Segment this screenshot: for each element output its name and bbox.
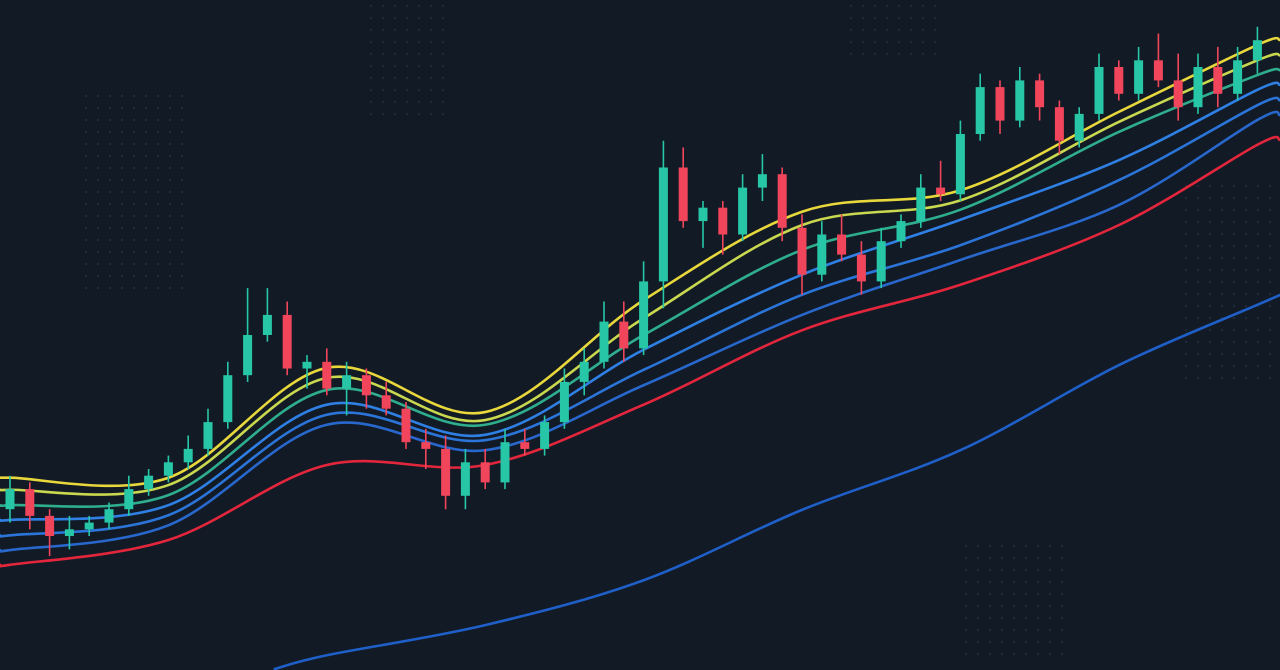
dot-pattern: [1180, 180, 1280, 380]
candle-up: [262, 314, 272, 335]
moving-average-line-5: [0, 96, 1280, 538]
candle-up: [1074, 113, 1084, 141]
candle-down: [1173, 80, 1183, 108]
moving-average-line-6: [0, 110, 1280, 553]
candle-up: [64, 529, 74, 536]
candle-down: [441, 448, 451, 496]
moving-average-line-8: [273, 293, 1280, 670]
candle-up: [342, 375, 352, 389]
candle-down: [678, 167, 688, 222]
candle-up: [1015, 80, 1025, 121]
candle-up: [916, 187, 926, 222]
candle-down: [45, 515, 55, 536]
candle-up: [144, 475, 154, 490]
dot-pattern: [80, 90, 190, 290]
candle-down: [718, 207, 728, 235]
candle-down: [381, 395, 391, 409]
candle-up: [757, 174, 767, 188]
candle-up: [460, 462, 470, 496]
candle-up: [559, 381, 569, 423]
candle-down: [619, 321, 629, 349]
dot-pattern: [960, 540, 1070, 660]
candle-down: [856, 254, 866, 282]
candle-down: [936, 187, 946, 195]
candle-down: [1213, 67, 1223, 94]
candle-down: [401, 408, 411, 443]
candle-up: [1233, 60, 1243, 94]
candle-down: [837, 234, 847, 255]
candle-down: [25, 489, 35, 516]
candle-up: [955, 134, 965, 195]
candle-up: [1193, 67, 1203, 108]
candle-up: [243, 335, 253, 376]
candle-up: [500, 442, 510, 483]
candle-down: [777, 174, 787, 228]
candle-up: [203, 422, 213, 449]
candle-up: [876, 241, 886, 282]
candle-up: [223, 375, 233, 423]
candle-up: [163, 462, 173, 476]
moving-average-line-1: [0, 36, 1280, 488]
candle-down: [480, 462, 490, 483]
candle-down: [322, 361, 332, 389]
candle-up: [698, 207, 708, 222]
candle-up: [183, 448, 193, 463]
candle-up: [104, 509, 114, 523]
candle-up: [1252, 40, 1262, 61]
candle-up: [1094, 67, 1104, 114]
dot-pattern: [365, 0, 445, 120]
candle-down: [282, 314, 292, 369]
candle-down: [361, 375, 371, 396]
candle-up: [302, 361, 312, 369]
candle-down: [1054, 107, 1064, 141]
dot-pattern: [845, 0, 945, 60]
candle-up: [639, 281, 649, 349]
candle-up: [1134, 60, 1144, 94]
candle-down: [1153, 60, 1163, 81]
candle-up: [817, 234, 827, 275]
candle-down: [421, 442, 431, 449]
candle-up: [975, 87, 985, 134]
candle-down: [797, 227, 807, 275]
candle-down: [1114, 67, 1124, 94]
moving-average-line-2: [0, 52, 1280, 496]
candle-down: [1035, 80, 1045, 108]
candle-up: [5, 489, 15, 510]
candle-up: [896, 221, 906, 242]
candle-up: [84, 522, 94, 530]
candle-up: [658, 167, 668, 282]
candle-up: [599, 321, 609, 362]
candle-up: [738, 187, 748, 235]
candle-up: [540, 422, 550, 449]
candle-up: [579, 361, 589, 382]
candle-down: [995, 87, 1005, 121]
candle-down: [520, 442, 530, 449]
moving-average-line-7: [0, 135, 1280, 568]
candle-up: [124, 489, 134, 510]
